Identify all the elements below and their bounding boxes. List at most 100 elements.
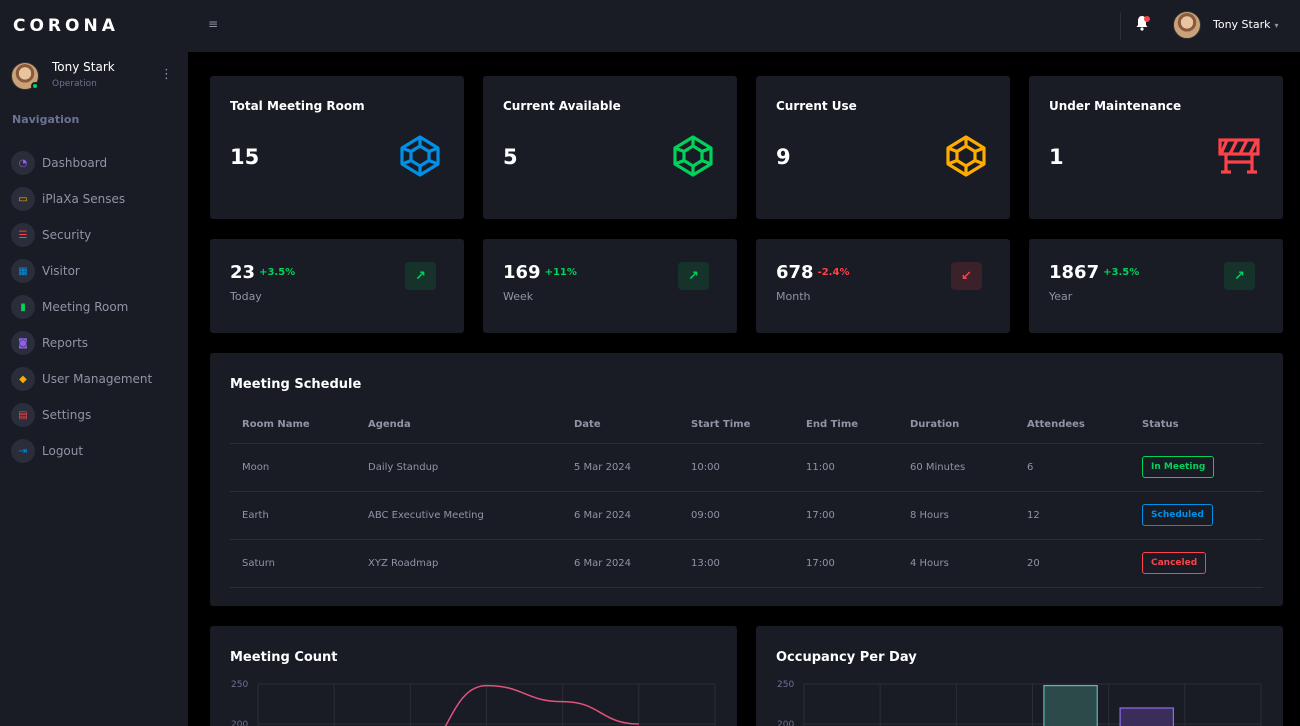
bar — [1043, 684, 1098, 726]
table-icon: ▦ — [11, 259, 35, 283]
cell-room: Moon — [230, 443, 356, 492]
sidebar-item-label: User Management — [42, 372, 153, 386]
cell-agenda: XYZ Roadmap — [356, 539, 562, 588]
cell-duration: 4 Hours — [898, 539, 1015, 588]
period-value-row: 23 +3.5% — [230, 262, 295, 283]
column-header[interactable]: Date — [562, 407, 679, 444]
sidebar-item-security[interactable]: ☰ Security — [11, 217, 181, 253]
occupancy-per-day-card: Occupancy Per Day 250 200 — [756, 626, 1283, 726]
meeting-schedule-title: Meeting Schedule — [230, 377, 362, 392]
cell-date: 6 Mar 2024 — [562, 491, 679, 540]
column-header[interactable]: Agenda — [356, 407, 562, 444]
sidebar-item-user-management[interactable]: ◆ User Management — [11, 361, 181, 397]
profile-name: Tony Stark — [52, 60, 115, 74]
stat-card-total-meeting-room: Total Meeting Room 15 — [210, 76, 464, 219]
meeting-schedule-card: Meeting Schedule Room Name Agenda Date Star… — [210, 353, 1283, 606]
period-value: 678 — [776, 262, 814, 283]
user-dropdown[interactable]: Tony Stark ▾ — [1213, 18, 1279, 31]
more-vertical-icon[interactable]: ⋮ — [160, 67, 173, 82]
cell-date: 5 Mar 2024 — [562, 443, 679, 492]
period-value: 23 — [230, 262, 256, 283]
arrow-up-right-icon: ↗ — [405, 262, 436, 290]
column-header[interactable]: Duration — [898, 407, 1015, 444]
sidebar-item-logout[interactable]: ⇥ Logout — [11, 433, 181, 469]
sidebar-item-label: Visitor — [42, 264, 80, 278]
arrow-up-right-icon: ↗ — [678, 262, 709, 290]
column-header[interactable]: Status — [1130, 407, 1263, 444]
brand-logo[interactable]: CORONA — [13, 16, 119, 36]
cell-end: 17:00 — [794, 491, 898, 540]
y-tick-label: 200 — [777, 720, 794, 726]
sidebar-item-label: Security — [42, 228, 92, 242]
cube-outline-icon — [944, 134, 988, 178]
stat-value: 1 — [1049, 145, 1064, 169]
sidebar-item-label: Dashboard — [42, 156, 108, 170]
period-change: +3.5% — [1103, 267, 1140, 278]
table-row[interactable]: Moon Daily Standup 5 Mar 2024 10:00 11:00 60 … — [230, 443, 1263, 492]
cell-attendees: 6 — [1015, 443, 1130, 492]
column-header[interactable]: End Time — [794, 407, 898, 444]
y-tick-label: 200 — [231, 720, 248, 726]
column-header[interactable]: Start Time — [679, 407, 794, 444]
cell-status: In Meeting — [1130, 443, 1263, 492]
sidebar-item-settings[interactable]: ▤ Settings — [11, 397, 181, 433]
speedometer-icon: ◔ — [11, 151, 35, 175]
cell-start: 10:00 — [679, 443, 794, 492]
cell-duration: 8 Hours — [898, 491, 1015, 540]
stat-card-current-use: Current Use 9 — [756, 76, 1010, 219]
caret-down-icon: ▾ — [1274, 21, 1279, 30]
cell-agenda: ABC Executive Meeting — [356, 491, 562, 540]
notifications-bell-icon[interactable] — [1134, 15, 1150, 33]
menu-toggle-icon[interactable]: ≡ — [208, 17, 219, 31]
sidebar-item-visitor[interactable]: ▦ Visitor — [11, 253, 181, 289]
table-row[interactable]: Earth ABC Executive Meeting 6 Mar 2024 09:0… — [230, 491, 1263, 540]
cube-outline-icon — [671, 134, 715, 178]
period-value-row: 678 -2.4% — [776, 262, 849, 283]
period-change: +3.5% — [259, 267, 296, 278]
cell-room: Earth — [230, 491, 356, 540]
barrier-icon — [1217, 134, 1261, 178]
y-tick-label: 250 — [777, 680, 794, 690]
cell-end: 17:00 — [794, 539, 898, 588]
sidebar-item-dashboard[interactable]: ◔ Dashboard — [11, 145, 181, 181]
column-header[interactable]: Attendees — [1015, 407, 1130, 444]
cell-end: 11:00 — [794, 443, 898, 492]
status-badge: In Meeting — [1142, 456, 1215, 478]
sidebar-item-label: Logout — [42, 444, 84, 458]
sidebar-item-label: Reports — [42, 336, 89, 350]
list-icon: ☰ — [11, 223, 35, 247]
occupancy-per-day-title: Occupancy Per Day — [776, 650, 917, 665]
stat-value: 9 — [776, 145, 791, 169]
sidebar-item-iplaxa-senses[interactable]: ▭ iPlaXa Senses — [11, 181, 181, 217]
table-header-row: Room Name Agenda Date Start Time End Time Dur… — [230, 407, 1263, 444]
sidebar-item-label: Meeting Room — [42, 300, 129, 314]
online-status-dot — [31, 82, 39, 90]
top-avatar[interactable] — [1173, 11, 1201, 39]
sidebar-item-reports[interactable]: ◙ Reports — [11, 325, 181, 361]
nav-list: ◔ Dashboard ▭ iPlaXa Senses ☰ Security ▦ Visito… — [11, 145, 181, 469]
meeting-schedule-table: Room Name Agenda Date Start Time End Time Dur… — [230, 407, 1263, 588]
period-label: Year — [1049, 290, 1073, 303]
logout-icon: ⇥ — [11, 439, 35, 463]
meeting-count-title: Meeting Count — [230, 650, 338, 665]
cell-status: Canceled — [1130, 539, 1263, 588]
status-badge: Canceled — [1142, 552, 1207, 574]
cell-agenda: Daily Standup — [356, 443, 562, 492]
table-row[interactable]: Saturn XYZ Roadmap 6 Mar 2024 13:00 17:00 4 H… — [230, 539, 1263, 588]
cube-outline-icon — [398, 134, 442, 178]
column-header[interactable]: Room Name — [230, 407, 356, 444]
divider — [1120, 12, 1121, 40]
sidebar-item-meeting-room[interactable]: ▮ Meeting Room — [11, 289, 181, 325]
stat-value: 15 — [230, 145, 260, 169]
file-icon: ▤ — [11, 403, 35, 427]
stat-value: 5 — [503, 145, 518, 169]
period-label: Week — [503, 290, 534, 303]
topbar: ≡ Tony Stark ▾ — [188, 0, 1300, 52]
stat-title: Current Use — [776, 99, 857, 113]
cell-room: Saturn — [230, 539, 356, 588]
period-card-today: 23 +3.5% Today ↗ — [210, 239, 464, 333]
meeting-count-card: Meeting Count 250 200 — [210, 626, 737, 726]
arrow-down-left-icon: ↙ — [951, 262, 982, 290]
sidebar-profile[interactable]: Tony Stark Operation ⋮ — [11, 59, 181, 93]
period-change: +11% — [544, 267, 577, 278]
